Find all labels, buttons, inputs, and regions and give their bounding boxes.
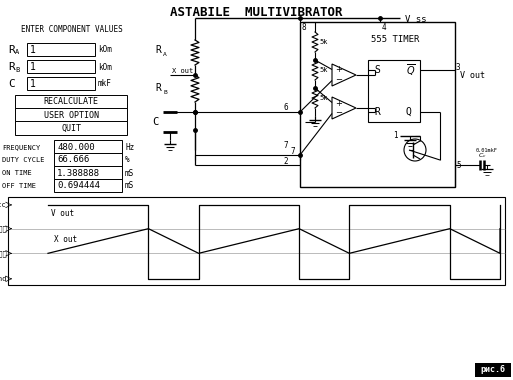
Text: Q: Q bbox=[406, 107, 412, 117]
Text: R: R bbox=[374, 107, 380, 117]
Text: X out: X out bbox=[54, 235, 77, 244]
Bar bbox=[54, 140, 122, 153]
Bar bbox=[368, 60, 420, 122]
Bar bbox=[15, 121, 127, 135]
Text: S: S bbox=[374, 65, 380, 75]
Text: 0.01mkF: 0.01mkF bbox=[476, 147, 498, 152]
Text: $C_c$: $C_c$ bbox=[478, 152, 487, 160]
Bar bbox=[54, 179, 122, 192]
Text: kOm: kOm bbox=[98, 62, 112, 71]
Text: Vcc: Vcc bbox=[0, 202, 7, 208]
Text: 1: 1 bbox=[30, 45, 36, 55]
Bar bbox=[27, 43, 95, 56]
Text: 2: 2 bbox=[283, 157, 288, 166]
Text: USER OPTION: USER OPTION bbox=[44, 111, 98, 119]
Text: 5k: 5k bbox=[319, 67, 327, 73]
Text: QUIT: QUIT bbox=[61, 124, 81, 133]
Text: −: − bbox=[335, 76, 342, 84]
Bar bbox=[8, 197, 505, 285]
Text: 3: 3 bbox=[456, 63, 461, 73]
Text: R: R bbox=[155, 83, 161, 93]
Text: 66.666: 66.666 bbox=[57, 155, 89, 165]
Text: ASTABILE  MULTIVIBRATOR: ASTABILE MULTIVIBRATOR bbox=[170, 5, 342, 19]
Text: mS: mS bbox=[125, 168, 134, 177]
Text: kOm: kOm bbox=[98, 46, 112, 54]
Text: +: + bbox=[335, 98, 342, 108]
Bar bbox=[54, 153, 122, 166]
Text: V ss: V ss bbox=[405, 16, 426, 24]
Text: 7: 7 bbox=[283, 141, 288, 150]
Text: OFF TIME: OFF TIME bbox=[2, 183, 36, 189]
Text: 4: 4 bbox=[382, 22, 387, 32]
Text: 5k: 5k bbox=[319, 95, 327, 101]
Text: $\overline{Q}$: $\overline{Q}$ bbox=[406, 62, 416, 78]
Text: +: + bbox=[335, 65, 342, 74]
Text: DUTY CYCLE: DUTY CYCLE bbox=[2, 157, 45, 163]
Text: 1: 1 bbox=[30, 62, 36, 72]
Bar bbox=[15, 95, 127, 109]
Text: %: % bbox=[125, 155, 130, 165]
Text: −: − bbox=[335, 109, 342, 117]
Text: X out: X out bbox=[172, 68, 193, 74]
Bar bbox=[27, 77, 95, 90]
Text: 480.000: 480.000 bbox=[57, 142, 94, 152]
Text: Graund: Graund bbox=[0, 276, 7, 282]
Text: FREQUENCY: FREQUENCY bbox=[2, 144, 40, 150]
Text: ENTER COMPONENT VALUES: ENTER COMPONENT VALUES bbox=[21, 24, 123, 33]
Text: V out: V out bbox=[460, 71, 485, 81]
Bar bbox=[300, 22, 455, 187]
Text: R: R bbox=[8, 62, 15, 72]
Text: 5: 5 bbox=[456, 160, 461, 169]
Text: V out: V out bbox=[51, 209, 74, 218]
Text: C: C bbox=[152, 117, 158, 127]
Text: B: B bbox=[15, 66, 19, 73]
Text: 2/3 Vᴀᴄ: 2/3 Vᴀᴄ bbox=[0, 225, 7, 232]
Text: Hz: Hz bbox=[125, 142, 134, 152]
Text: A: A bbox=[163, 52, 167, 57]
Text: mkF: mkF bbox=[98, 79, 112, 89]
Text: B: B bbox=[163, 90, 167, 95]
Text: рис.6: рис.6 bbox=[481, 366, 505, 375]
Text: RECALCULATE: RECALCULATE bbox=[44, 98, 98, 106]
Text: R: R bbox=[8, 45, 15, 55]
Bar bbox=[54, 166, 122, 179]
Text: 1: 1 bbox=[30, 79, 36, 89]
Text: 1: 1 bbox=[393, 131, 398, 141]
Text: 7: 7 bbox=[290, 147, 295, 157]
Bar bbox=[475, 363, 511, 377]
Text: mS: mS bbox=[125, 182, 134, 190]
Text: C: C bbox=[8, 79, 15, 89]
Text: 555 TIMER: 555 TIMER bbox=[371, 35, 419, 44]
Bar bbox=[15, 108, 127, 122]
Bar bbox=[27, 60, 95, 73]
Text: A: A bbox=[15, 49, 19, 55]
Text: 1/3 Vᴀᴄ: 1/3 Vᴀᴄ bbox=[0, 250, 7, 256]
Text: ON TIME: ON TIME bbox=[2, 170, 32, 176]
Text: 5k: 5k bbox=[319, 39, 327, 45]
Text: 0.694444: 0.694444 bbox=[57, 182, 100, 190]
Text: 1.388888: 1.388888 bbox=[57, 168, 100, 177]
Text: R: R bbox=[155, 45, 161, 55]
Text: 6: 6 bbox=[283, 103, 288, 112]
Text: 8: 8 bbox=[302, 22, 307, 32]
